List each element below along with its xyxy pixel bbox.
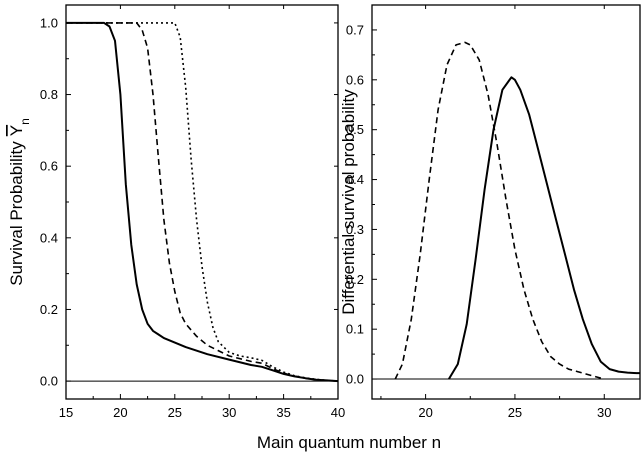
- series-line-dotted: [66, 22, 339, 382]
- x-tick-label: 25: [508, 405, 522, 420]
- y-axis-label-symbol: Υ: [7, 125, 26, 136]
- y-tick-label: 0.1: [346, 322, 364, 337]
- y-axis-label-subscript: n: [18, 118, 32, 125]
- series-line-solid: [447, 76, 640, 380]
- x-tick-label: 20: [418, 405, 432, 420]
- y-tick-label: 0.3: [346, 222, 364, 237]
- y-tick-label: 0.5: [346, 122, 364, 137]
- plot-frame: [371, 4, 641, 400]
- series-line-dashed: [394, 41, 605, 380]
- y-axis-label-text: Survival Probability: [7, 141, 26, 286]
- left-panel: 15 20 25 30 35 40 0.0 0.2 0.4 0.6 0.8 1.0 Survival P…: [7, 4, 345, 420]
- y-tick-label: 0.2: [346, 272, 364, 287]
- y-tick-label: 0.8: [40, 87, 58, 102]
- shared-x-axis-label: Main quantum number n: [257, 433, 441, 452]
- x-tick-label: 40: [331, 405, 345, 420]
- x-tick-label: 35: [276, 405, 290, 420]
- x-tick-label: 25: [168, 405, 182, 420]
- series-line-dashed: [66, 22, 339, 382]
- y-tick-label: 0.0: [40, 374, 58, 389]
- x-tick-label: 30: [597, 405, 611, 420]
- x-tick-label: 30: [222, 405, 236, 420]
- x-tick-label: 20: [113, 405, 127, 420]
- y-tick-label: 0.2: [40, 302, 58, 317]
- y-axis-label: Survival Probability Υn: [7, 118, 32, 286]
- y-tick-label: 0.4: [40, 230, 58, 245]
- y-tick-label: 0.4: [346, 172, 364, 187]
- y-tick-label: 0.0: [346, 372, 364, 387]
- y-tick-label: 0.6: [40, 159, 58, 174]
- y-tick-label: 0.7: [346, 22, 364, 37]
- right-panel: 20 25 30 0.0 0.1 0.2 0.3 0.4 0.5 0.6 0.7 Differenti…: [339, 4, 641, 420]
- series-line-solid: [66, 21, 339, 383]
- y-tick-label: 0.6: [346, 72, 364, 87]
- y-axis-label-text: Differential survival probability: [339, 89, 358, 315]
- x-tick-label: 15: [59, 405, 73, 420]
- y-tick-label: 1.0: [40, 15, 58, 30]
- y-axis-label: Differential survival probability: [339, 89, 358, 315]
